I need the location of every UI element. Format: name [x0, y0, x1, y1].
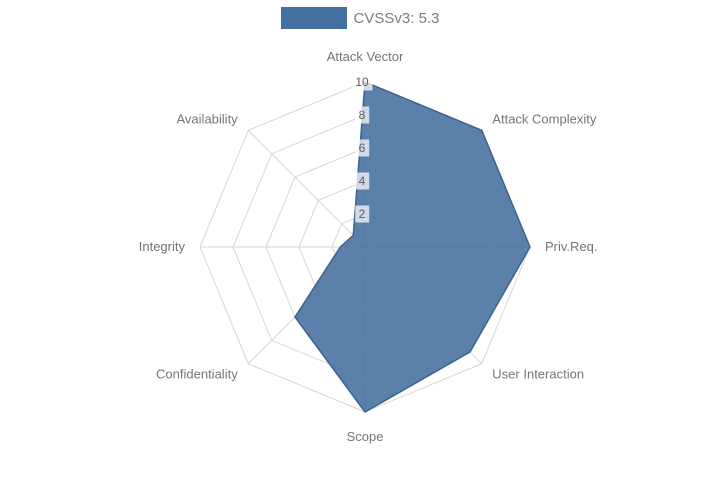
radar-tick-label: 4 — [359, 174, 366, 188]
radar-tick-label: 10 — [355, 75, 369, 89]
radar-category-labels: Attack Vector Attack Complexity Priv.Req. U… — [139, 49, 598, 444]
radar-tick-labels: 2 4 6 8 10 — [351, 73, 373, 223]
radar-category-label: Integrity — [139, 239, 186, 254]
radar-tick-label-bg — [355, 106, 370, 124]
radar-category-label: Availability — [177, 112, 239, 127]
radar-tick-label-bg — [355, 205, 370, 223]
radar-tick-label: 6 — [359, 141, 366, 155]
radar-category-label: Priv.Req. — [545, 239, 598, 254]
chart-legend: CVSSv3: 5.3 — [0, 7, 720, 29]
radar-category-label: Attack Complexity — [492, 112, 597, 127]
radar-tick-label: 2 — [359, 207, 366, 221]
radar-tick-label-bg — [355, 139, 370, 157]
legend-swatch[interactable] — [280, 7, 347, 29]
radar-category-label: Confidentiality — [156, 366, 238, 381]
radar-category-label: User Interaction — [492, 366, 584, 381]
radar-tick-label-bg — [355, 172, 370, 190]
radar-tick-label-bg — [351, 73, 373, 91]
radar-tick-label: 8 — [359, 108, 366, 122]
radar-series-polygon[interactable] — [294, 81, 531, 413]
legend-label[interactable]: CVSSv3: 5.3 — [353, 9, 440, 27]
radar-category-label: Scope — [347, 429, 384, 444]
radar-axis-line — [247, 129, 366, 248]
radar-category-label: Attack Vector — [327, 49, 404, 64]
